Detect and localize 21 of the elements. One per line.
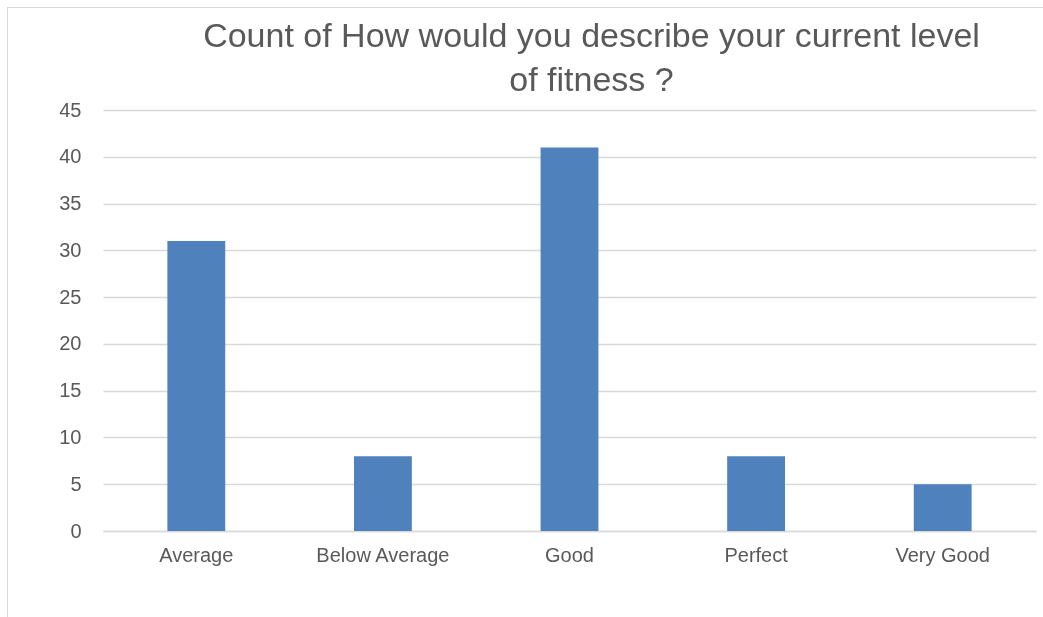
- bar: [167, 240, 226, 531]
- x-tick-label: Very Good: [895, 543, 990, 566]
- x-tick-label: Perfect: [724, 543, 789, 566]
- y-tick-label: 30: [59, 238, 82, 261]
- chart-title: Count of How would you describe your current level of fitness ?: [203, 16, 980, 98]
- y-tick-label: 40: [59, 145, 82, 168]
- y-tick-label: 20: [59, 332, 82, 355]
- y-tick-label: 45: [59, 98, 82, 121]
- bar: [540, 147, 599, 531]
- bar: [913, 484, 972, 531]
- y-tick-label: 5: [70, 472, 82, 495]
- y-tick-label: 25: [59, 285, 82, 308]
- y-tick-label: 10: [59, 425, 82, 448]
- x-tick-label: Below Average: [316, 543, 450, 566]
- bar: [727, 456, 786, 531]
- y-tick-label: 35: [59, 192, 82, 215]
- y-tick-label: 15: [59, 379, 82, 402]
- x-tick-label: Good: [545, 543, 594, 566]
- bar: [353, 456, 412, 531]
- y-tick-label: 0: [70, 519, 82, 542]
- x-tick-label: Average: [159, 543, 234, 566]
